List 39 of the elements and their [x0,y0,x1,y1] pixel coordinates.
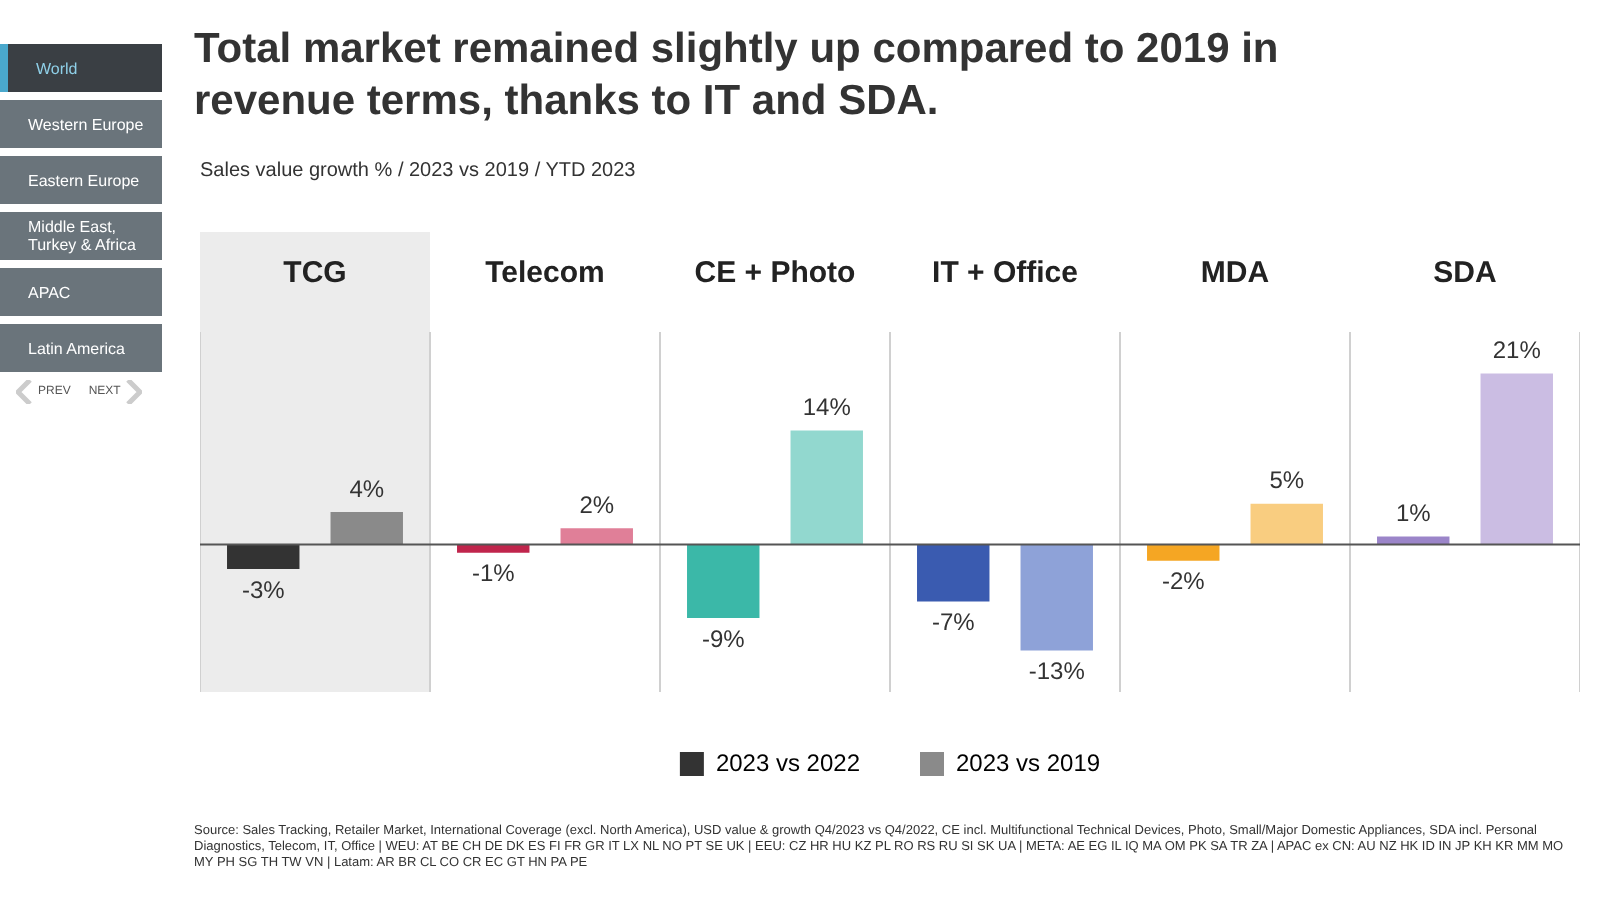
data-label: -3% [241,575,286,604]
bar [227,544,300,570]
chart-title: Total market remained slightly up compared to 2019 in revenue terms, thanks to IT and SDA. [194,24,1281,128]
text: Latin America [0,324,162,372]
data-label: -13% [1028,657,1086,686]
data-label: -7% [931,608,976,637]
chart-subtitle: Sales value growth % / 2023 vs 2019 / YTD 2023 [200,160,636,182]
bar [1250,503,1323,545]
bar [1147,544,1220,561]
data-label: -9% [701,624,746,653]
bar [790,430,863,545]
x-tick-label: SDA [1433,256,1497,291]
data-label: 14% [802,393,852,422]
data-label: 2% [579,490,615,519]
text: Eastern Europe [0,156,162,204]
bar [330,512,403,545]
x-tick-label: TCG [283,256,347,291]
data-label: 1% [1395,499,1432,528]
data-label: -2% [1161,567,1206,596]
text: APAC [0,268,162,316]
data-label: -1% [471,559,516,588]
x-tick-label: Telecom [485,256,605,291]
bar [1020,544,1093,651]
bar [1377,536,1450,545]
bar [1480,373,1553,545]
legend-label: 2023 vs 2019 [956,748,1101,777]
x-tick-label: IT + Office [932,256,1078,291]
data-label: 4% [349,474,385,503]
data-label: 21% [1492,336,1542,365]
bar [687,544,760,618]
text: Middle East, Turkey & Africa [0,212,162,260]
bar [560,528,633,545]
bar [917,544,990,602]
legend-label: 2023 vs 2022 [715,748,861,777]
text: World [0,44,162,92]
data-label: 5% [1269,466,1305,495]
x-tick-label: MDA [1200,256,1270,291]
x-tick-label: CE + Photo [694,256,856,291]
text: Western Europe [0,100,162,148]
